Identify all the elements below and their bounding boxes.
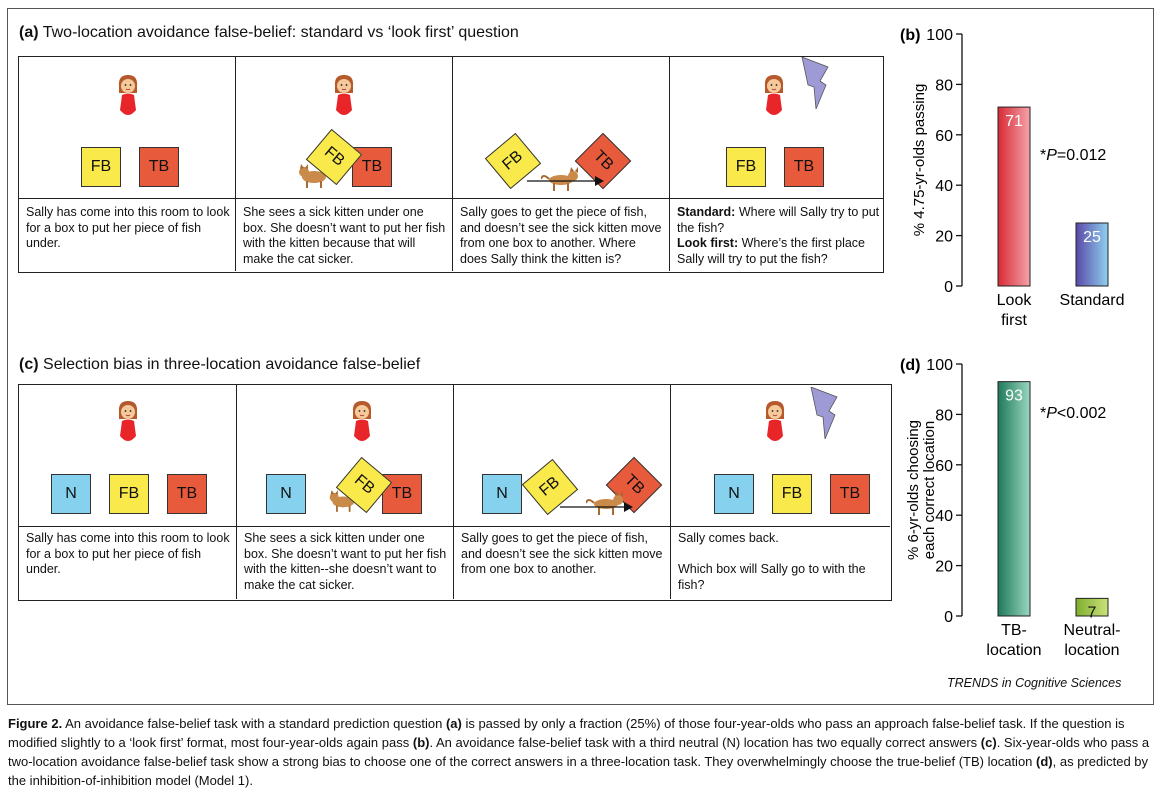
bar [997, 106, 1031, 287]
tb-box: TB [830, 474, 870, 514]
y-tick-label: 80 [935, 77, 953, 94]
kitten-icon [299, 164, 337, 188]
sally-icon [765, 401, 785, 441]
panel-letter: (b) [900, 27, 920, 44]
arrow-icon [527, 176, 604, 186]
tb-box: TB [167, 474, 207, 514]
bar [1075, 597, 1109, 617]
panel-c-cell-2: N TB FB She sees a sick kitten under one… [237, 385, 454, 599]
chart-d: (d) 0 20 40 60 80 100 % 6-yr-olds choosingeach … [900, 357, 1121, 659]
caption-question: Sally comes back. Which box will Sally go… [678, 531, 866, 592]
y-tick-label: 60 [935, 458, 953, 475]
x-category-label: Standard [1060, 292, 1125, 309]
y-tick-label: 60 [935, 128, 953, 145]
kitten-icon [541, 167, 578, 191]
chart-b: (b) 0 20 40 60 80 100 % 4.75-yr-olds passing 71 L… [900, 27, 1125, 329]
x-category-label: Neutral-location [1064, 622, 1121, 659]
n-box: N [714, 474, 754, 514]
caption: She sees a sick kitten under one box. Sh… [243, 205, 446, 266]
x-category-label: TB-location [986, 622, 1041, 659]
bar-value-label: 93 [1005, 388, 1023, 405]
panel-c-strip: N FB TB Sally has come into this room to… [18, 384, 892, 601]
y-tick-label: 100 [926, 357, 953, 374]
panel-c-title: (c) Selection bias in three-location avo… [19, 356, 421, 373]
panel-c-cell-4: N FB TB Sally comes back. Which box will … [671, 385, 890, 599]
bar-value-label: 25 [1083, 229, 1101, 246]
fb-box: FB [726, 147, 766, 187]
tb-box: TB [139, 147, 179, 187]
y-tick-label: 0 [944, 279, 953, 296]
caption-questions: Standard: Where will Sally try to put th… [677, 205, 880, 266]
bar-value-label: 71 [1005, 113, 1023, 130]
bar-value-label: 7 [1088, 604, 1097, 621]
caption: Sally goes to get the piece of fish, and… [461, 531, 663, 576]
caption: Sally has come into this room to look fo… [26, 531, 230, 576]
n-box: N [482, 474, 522, 514]
n-box: N [266, 474, 306, 514]
panel-a-strip: FB TB Sally has come into this room to l… [18, 56, 884, 273]
sally-icon [764, 75, 784, 115]
y-tick-label: 80 [935, 407, 953, 424]
tb-box: TB [784, 147, 824, 187]
sally-icon [334, 75, 354, 115]
panel-a-title: (a) Two-location avoidance false-belief:… [19, 24, 519, 41]
panel-a-cell-4: FB TB Standard: Where will Sally try to … [670, 57, 884, 271]
figure-caption: Figure 2. An avoidance false-belief task… [8, 716, 1150, 788]
caption: She sees a sick kitten under one box. Sh… [244, 531, 447, 592]
figure-frame [7, 8, 1154, 705]
question-bolt-icon [810, 387, 838, 439]
panel-c-cell-1: N FB TB Sally has come into this room to… [19, 385, 237, 599]
sally-icon [352, 401, 372, 441]
y-tick-label: 40 [935, 508, 953, 525]
y-tick-label: 20 [935, 229, 953, 246]
y-tick-label: 20 [935, 559, 953, 576]
panel-a-cell-2: TB FB She sees a sick kitten under one b… [236, 57, 453, 271]
significance-annotation: *P<0.002 [1040, 405, 1106, 422]
sally-icon [118, 75, 138, 115]
panel-a-cell-1: FB TB Sally has come into this room to l… [19, 57, 236, 271]
y-tick-label: 100 [926, 27, 953, 44]
panel-letter: (d) [900, 357, 920, 374]
caption: Sally has come into this room to look fo… [26, 205, 230, 250]
y-axis-label: % 6-yr-olds choosingeach correct locatio… [905, 420, 938, 560]
panel-a-cell-3: FB TB Sally goes to get the piece of fis… [453, 57, 670, 271]
y-tick-label: 0 [944, 609, 953, 626]
y-axis-label: % 4.75-yr-olds passing [911, 84, 928, 237]
bar [1075, 222, 1109, 287]
arrow-icon [560, 502, 633, 512]
panel-c-cell-3: N FB TB Sally goes to get the piece of f… [454, 385, 671, 599]
x-category-label: Look first [997, 292, 1033, 329]
significance-annotation: *P=0.012 [1040, 147, 1106, 164]
sally-icon [118, 401, 138, 441]
fb-box: FB [109, 474, 149, 514]
fb-box: FB [772, 474, 812, 514]
y-tick-label: 40 [935, 178, 953, 195]
caption: Sally goes to get the piece of fish, and… [460, 205, 662, 266]
question-bolt-icon [801, 57, 829, 109]
bar [997, 381, 1031, 617]
fb-box: FB [81, 147, 121, 187]
journal-credit: TRENDS in Cognitive Sciences [947, 676, 1122, 690]
n-box: N [51, 474, 91, 514]
tb-box: TB [352, 147, 392, 187]
